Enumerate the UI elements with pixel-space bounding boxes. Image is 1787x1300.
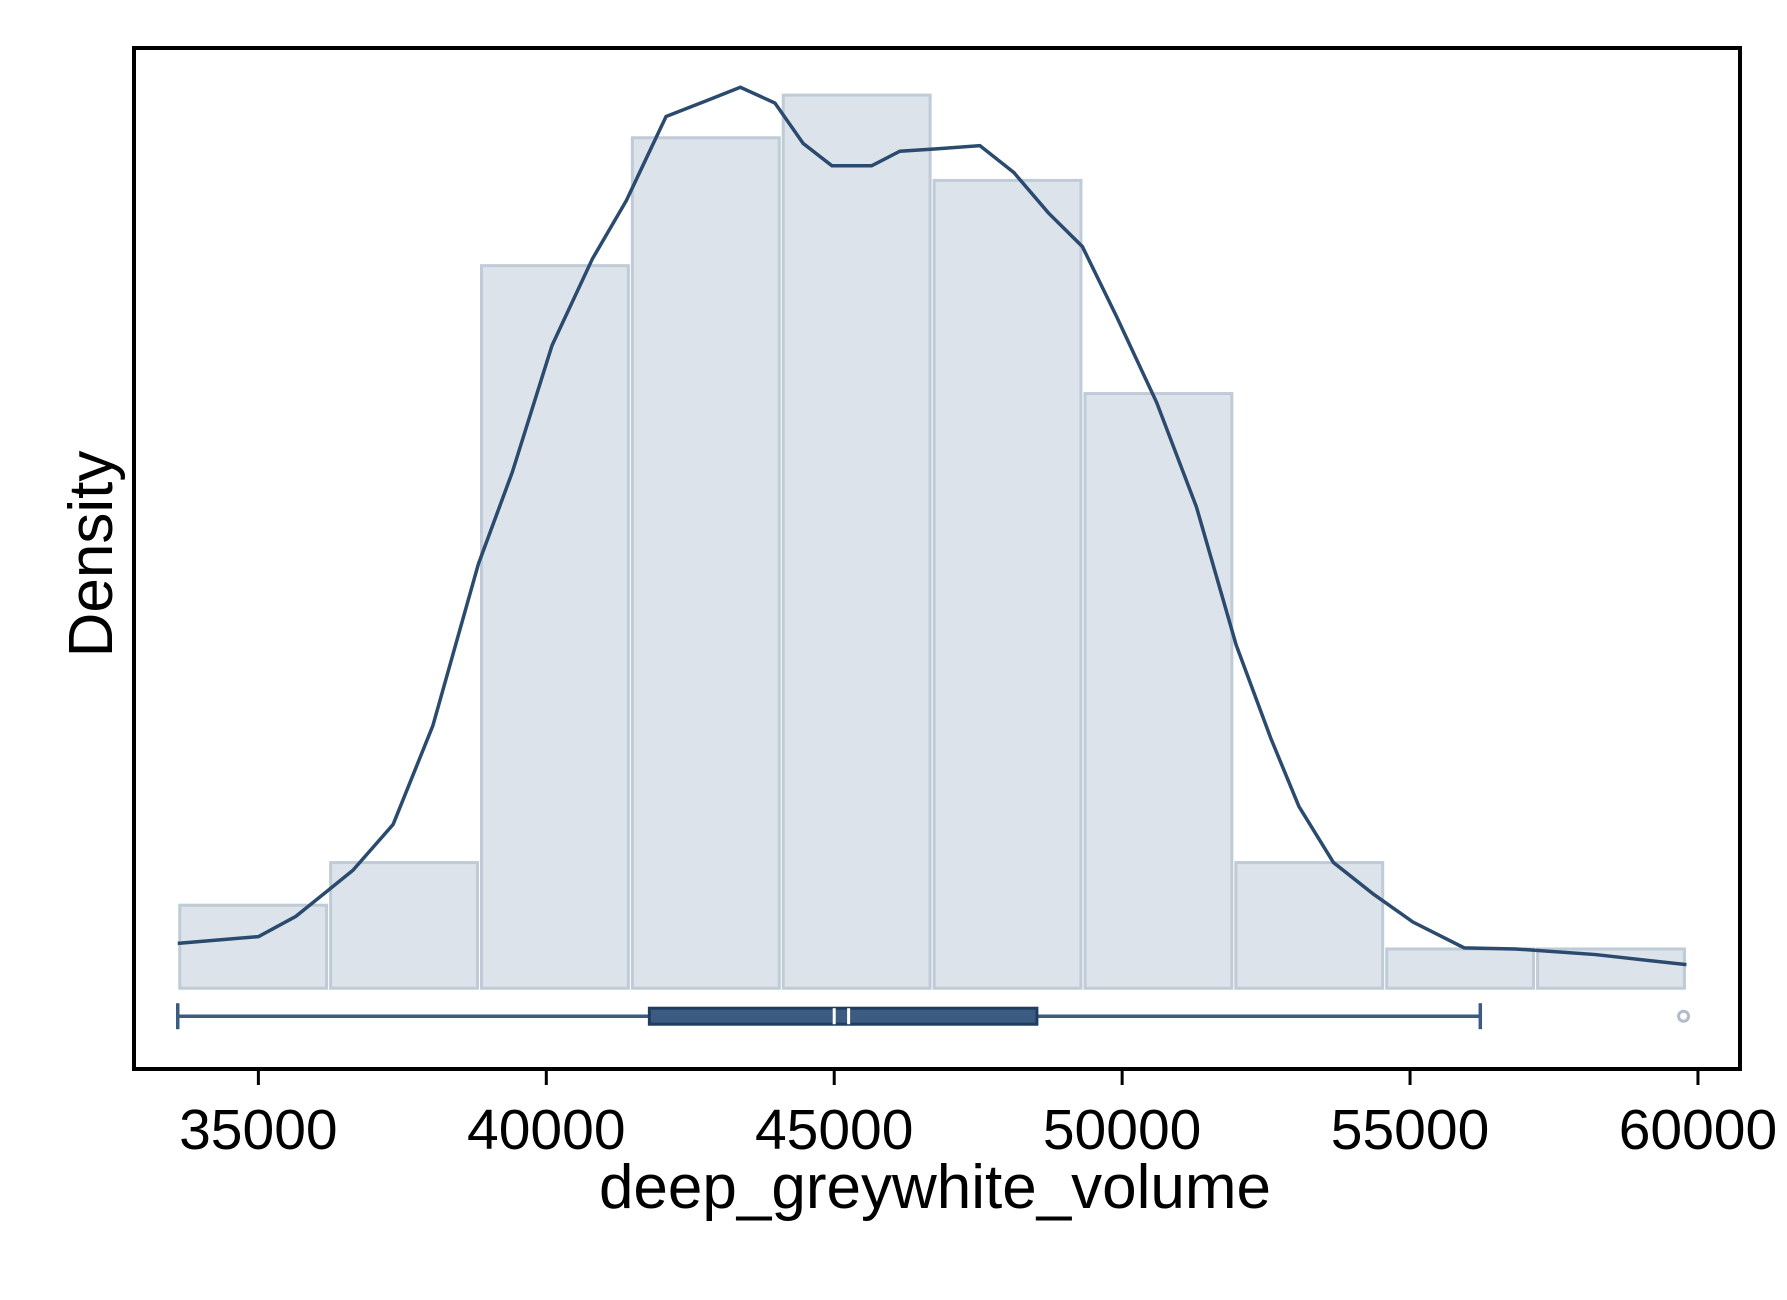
bar xyxy=(630,136,781,990)
x-tick-label: 50000 xyxy=(1043,1098,1202,1162)
x-tick-label: 55000 xyxy=(1331,1098,1490,1162)
y-axis-label: Density xyxy=(57,451,126,658)
bar xyxy=(329,861,480,990)
x-tick-label: 45000 xyxy=(755,1098,914,1162)
outlier xyxy=(1677,1009,1691,1023)
x-axis-label: deep_greywhite_volume xyxy=(599,1153,1271,1222)
bar xyxy=(1234,861,1385,990)
kde-line xyxy=(177,85,1687,967)
x-tick-label: 35000 xyxy=(179,1098,338,1162)
box xyxy=(647,1006,1039,1026)
bar xyxy=(178,903,329,990)
bar xyxy=(480,264,630,990)
bar xyxy=(781,93,932,990)
x-tick-label: 40000 xyxy=(467,1098,626,1162)
plot-frame xyxy=(132,46,1742,1071)
bar xyxy=(1385,947,1536,990)
x-tick-label: 60000 xyxy=(1619,1098,1778,1162)
bar xyxy=(932,178,1083,990)
bar xyxy=(1083,392,1234,990)
